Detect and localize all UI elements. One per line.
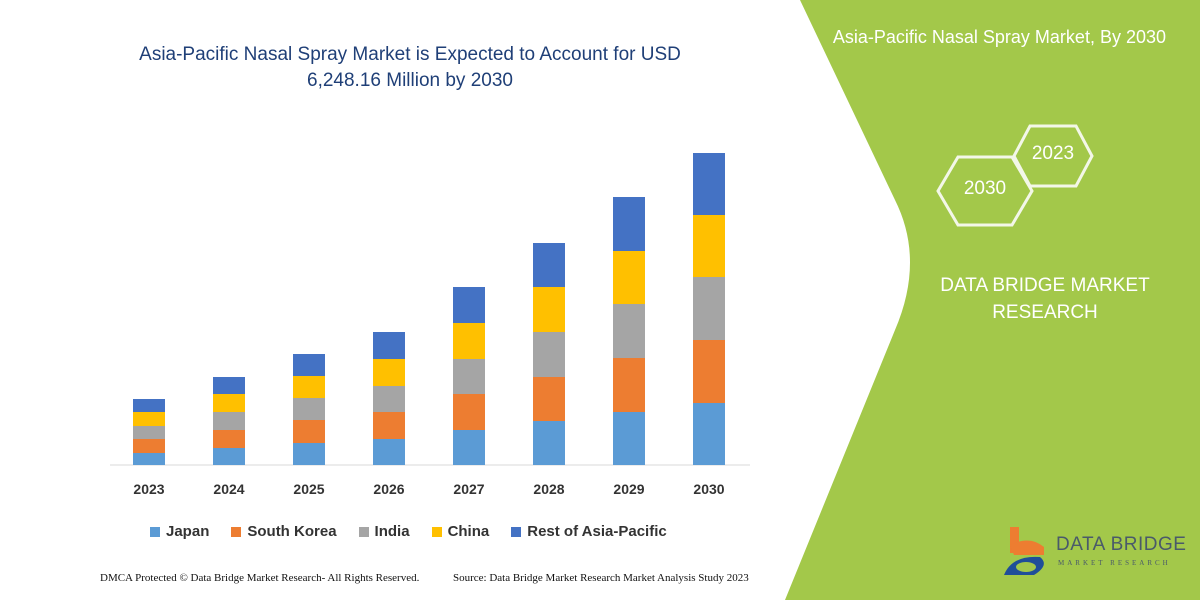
bar-segment-2024-rest-of-asia-pacific xyxy=(213,377,245,394)
x-tick-label: 2026 xyxy=(373,481,404,497)
legend-swatch xyxy=(358,526,369,537)
bar-segment-2027-japan xyxy=(453,430,485,465)
bar-segment-2025-japan xyxy=(293,443,325,465)
logo-subtext: MARKET RESEARCH xyxy=(1058,559,1171,567)
bar-segment-2023-china xyxy=(133,412,165,426)
bar-segment-2025-india xyxy=(293,398,325,420)
x-tick-label: 2027 xyxy=(453,481,484,497)
logo-text: DATA BRIDGE xyxy=(1056,534,1187,555)
legend-item: Rest of Asia-Pacific xyxy=(511,523,667,540)
x-tick-label: 2030 xyxy=(693,481,724,497)
legend-swatch xyxy=(511,526,522,537)
bar-segment-2024-japan xyxy=(213,448,245,465)
legend-swatch xyxy=(150,526,160,537)
bar-segment-2024-south-korea xyxy=(213,430,245,448)
legend-label: South Korea xyxy=(247,523,337,540)
bar-segment-2029-south-korea xyxy=(613,358,645,412)
bar-segment-2024-india xyxy=(213,412,245,430)
bar-segment-2028-china xyxy=(533,287,565,332)
bar-segment-2028-india xyxy=(533,332,565,377)
bar-segment-2023-india xyxy=(133,426,165,439)
bar-segment-2024-china xyxy=(213,394,245,412)
bar-segment-2030-china xyxy=(693,215,725,277)
hex-label-2030: 2030 xyxy=(963,178,1007,199)
bar-segment-2026-india xyxy=(373,386,405,412)
bar-segment-2029-rest-of-asia-pacific xyxy=(613,197,645,251)
bar-segment-2025-rest-of-asia-pacific xyxy=(293,354,325,376)
footer-copyright: DMCA Protected © Data Bridge Market Rese… xyxy=(100,572,420,584)
brand-text: DATA BRIDGE MARKET RESEARCH xyxy=(940,275,1150,323)
x-tick-label: 2029 xyxy=(613,481,644,497)
bar-segment-2028-japan xyxy=(533,421,565,465)
legend-label: Japan xyxy=(166,523,210,540)
bar-segment-2029-china xyxy=(613,251,645,304)
bar-segment-2027-china xyxy=(453,323,485,359)
hexagon-2030: 2030 xyxy=(936,155,1034,227)
bar-segment-2027-india xyxy=(453,359,485,394)
bar-segment-2030-india xyxy=(693,277,725,340)
bar-segment-2026-rest-of-asia-pacific xyxy=(373,332,405,359)
bar-segment-2028-south-korea xyxy=(533,377,565,421)
bar-segment-2026-japan xyxy=(373,439,405,465)
legend-item: India xyxy=(358,523,410,540)
bar-segment-2026-china xyxy=(373,359,405,386)
legend-label: India xyxy=(374,523,410,540)
x-tick-label: 2024 xyxy=(213,481,244,497)
legend-item: South Korea xyxy=(231,523,337,540)
bar-segment-2023-rest-of-asia-pacific xyxy=(133,399,165,412)
legend-swatch xyxy=(431,526,442,537)
green-panel xyxy=(785,0,1200,600)
hex-label-2023: 2023 xyxy=(1031,143,1075,164)
legend-label: China xyxy=(447,523,490,540)
legend: Japan South Korea India China Rest of Asia-P… xyxy=(150,523,667,540)
bar-segment-2027-rest-of-asia-pacific xyxy=(453,287,485,323)
x-tick-label: 2028 xyxy=(533,481,564,497)
footer-source: Source: Data Bridge Market Research Mark… xyxy=(453,572,749,584)
legend-item: Japan xyxy=(150,523,209,540)
hexagon-2023: 2023 xyxy=(1012,124,1094,188)
bar-segment-2026-south-korea xyxy=(373,412,405,439)
legend-label: Rest of Asia-Pacific xyxy=(527,523,667,540)
data-bridge-logo-icon xyxy=(1004,527,1044,575)
bar-segment-2029-japan xyxy=(613,412,645,465)
bar-segment-2025-south-korea xyxy=(293,420,325,443)
bar-segment-2023-japan xyxy=(133,453,165,465)
bar-segment-2029-india xyxy=(613,304,645,358)
bar-segment-2025-china xyxy=(293,376,325,398)
chart-title: Asia-Pacific Nasal Spray Market is Expec… xyxy=(139,44,681,91)
bar-segment-2030-japan xyxy=(693,403,725,465)
legend-swatch xyxy=(231,526,242,537)
panel-title: Asia-Pacific Nasal Spray Market, By 2030 xyxy=(832,27,1166,47)
bar-segment-2030-south-korea xyxy=(693,340,725,403)
bar-segment-2030-rest-of-asia-pacific xyxy=(693,153,725,215)
stacked-bar-chart: 2023 2024 2025 2026 2027 2028 2029 2030 xyxy=(110,153,750,497)
bar-segment-2027-south-korea xyxy=(453,394,485,430)
x-tick-label: 2025 xyxy=(293,481,324,497)
x-tick-label: 2023 xyxy=(133,481,164,497)
legend-item: China xyxy=(431,523,490,540)
bar-segment-2023-south-korea xyxy=(133,439,165,453)
bar-segment-2028-rest-of-asia-pacific xyxy=(533,243,565,287)
